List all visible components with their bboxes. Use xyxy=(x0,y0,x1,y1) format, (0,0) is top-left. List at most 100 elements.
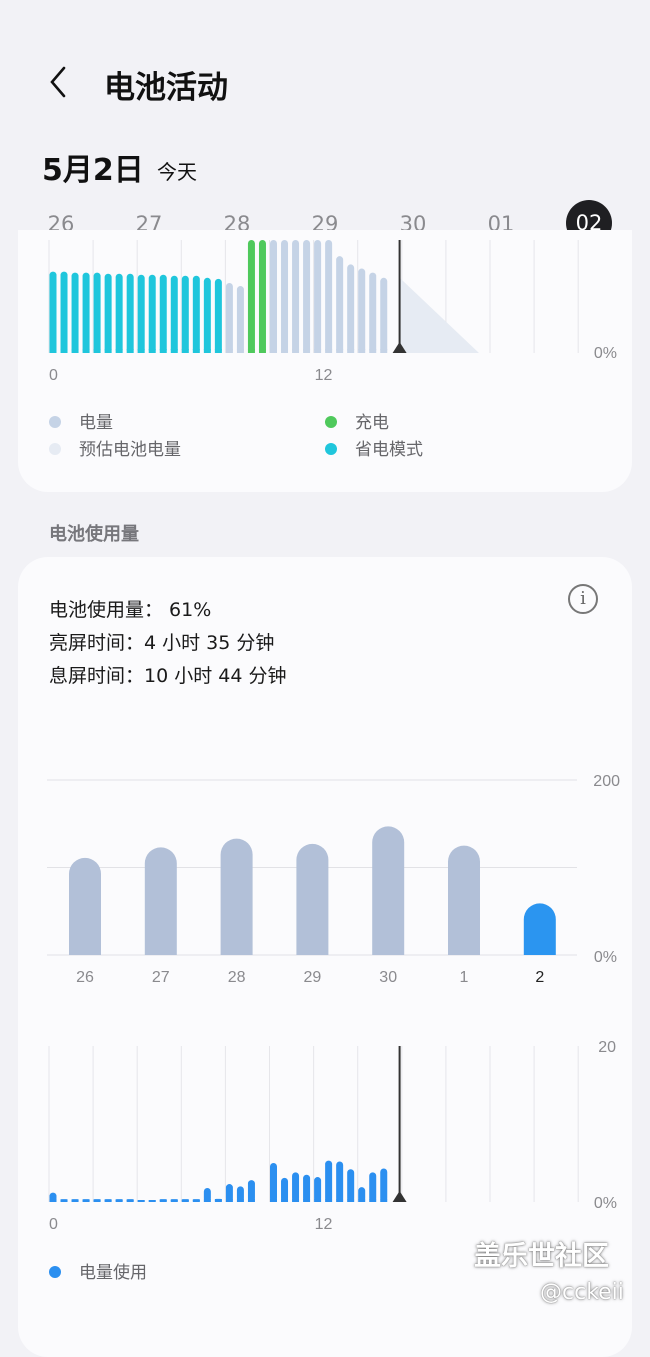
week-label-27: 27 xyxy=(152,969,170,986)
watermark-user: @cckeii xyxy=(540,1280,624,1305)
level-bar xyxy=(358,268,366,353)
legend-charging: 充电 xyxy=(325,408,389,433)
usage-bar-base xyxy=(181,1199,189,1202)
usage-bar-base xyxy=(192,1199,200,1202)
usage-bar xyxy=(314,1177,322,1202)
level-bar-base xyxy=(93,349,101,353)
level-bar xyxy=(314,240,322,353)
level-bar-base xyxy=(292,349,300,353)
screen-off-stat: 息屏时间：10 小时 44 分钟 xyxy=(49,665,287,687)
y-tick-0: 0% xyxy=(594,949,617,966)
level-bar xyxy=(93,272,101,353)
usage-bar-base xyxy=(369,1199,377,1202)
level-bar xyxy=(270,240,277,353)
level-bar xyxy=(192,275,200,353)
level-bar xyxy=(148,274,156,353)
usage-bar-base xyxy=(380,1199,388,1202)
hourly-usage-chart: 20 0% 0 12 xyxy=(48,1039,617,1233)
usage-bar xyxy=(380,1168,388,1202)
current-time-marker xyxy=(392,342,407,353)
usage-bar-base xyxy=(126,1199,134,1202)
level-bar-base xyxy=(270,349,277,353)
usage-bar-base xyxy=(60,1199,68,1202)
usage-bar-base xyxy=(281,1199,289,1202)
usage-bar-base xyxy=(325,1199,333,1202)
level-bar-base xyxy=(336,349,344,353)
selected-date: 5月2日 xyxy=(42,153,144,188)
x-label-12: 12 xyxy=(315,1216,333,1233)
page-title: 电池活动 xyxy=(104,70,228,106)
level-bar-base xyxy=(82,349,90,353)
level-bar-base xyxy=(380,349,388,353)
usage-bar-base xyxy=(115,1199,123,1202)
level-bar xyxy=(258,240,266,353)
usage-bar-base xyxy=(159,1199,167,1202)
usage-bar-base xyxy=(292,1199,300,1202)
chevron-left-icon xyxy=(50,66,66,98)
usage-bar-base xyxy=(148,1200,156,1202)
usage-bar xyxy=(236,1186,244,1202)
current-time-marker xyxy=(392,1191,407,1202)
level-bar xyxy=(104,273,112,353)
level-bar-base xyxy=(281,349,289,353)
usage-bar-base xyxy=(203,1199,211,1202)
level-bar xyxy=(336,256,344,353)
week-label-26: 26 xyxy=(76,969,94,986)
usage-bar xyxy=(247,1180,255,1202)
level-bar xyxy=(380,277,388,353)
legend-dot xyxy=(49,443,61,455)
level-bar xyxy=(159,274,167,353)
level-bar xyxy=(170,275,178,353)
level-bar-base xyxy=(314,349,322,353)
level-bar-base xyxy=(358,349,366,353)
x-label-0: 0 xyxy=(49,1216,58,1233)
level-bar-base xyxy=(347,349,355,353)
usage-bar xyxy=(347,1169,355,1202)
level-bar-base xyxy=(170,349,178,353)
usage-bar xyxy=(281,1177,289,1202)
section-title: 电池使用量 xyxy=(49,524,139,545)
usage-bar xyxy=(270,1163,277,1202)
legend-projected: 预估电池电量 xyxy=(49,435,181,460)
level-bar xyxy=(137,274,145,353)
level-bar xyxy=(281,240,289,353)
level-bar-base xyxy=(148,349,156,353)
level-bar-base xyxy=(181,349,189,353)
x-label-0: 0 xyxy=(49,367,58,384)
legend-dot xyxy=(49,416,61,428)
level-bar xyxy=(181,275,189,353)
level-bar-base xyxy=(60,349,68,353)
level-bar-base xyxy=(192,349,200,353)
level-bar-base xyxy=(225,349,233,353)
legend-dot xyxy=(325,443,337,455)
level-bar-base xyxy=(325,349,333,353)
level-bar xyxy=(49,271,57,353)
usage-bar xyxy=(358,1187,366,1202)
level-bar-base xyxy=(303,349,311,353)
legend-power-saving: 省电模式 xyxy=(325,435,423,460)
usage-bar-base xyxy=(236,1199,244,1202)
level-bar xyxy=(369,272,377,353)
week-bar-26 xyxy=(69,857,101,955)
week-label-28: 28 xyxy=(228,969,246,986)
watermark: 盖乐世社区 xyxy=(474,1241,609,1272)
week-label-1: 1 xyxy=(460,969,469,986)
usage-bar-base xyxy=(170,1199,178,1202)
level-bar xyxy=(292,240,300,353)
week-label-29: 29 xyxy=(304,969,322,986)
week-bar-2 xyxy=(523,903,556,955)
level-bar-base xyxy=(214,349,222,353)
x-label-12: 12 xyxy=(315,367,333,384)
usage-bar-base xyxy=(347,1199,355,1202)
level-bar xyxy=(115,273,123,353)
y-label-0: 0% xyxy=(594,345,617,362)
week-label-30: 30 xyxy=(379,969,397,986)
week-label-2: 2 xyxy=(535,969,544,986)
level-bar-base xyxy=(369,349,377,353)
usage-bar-base xyxy=(270,1199,277,1202)
weekly-usage-chart: 200 0% 26 27 28 29 30 1 2 xyxy=(47,773,620,986)
info-icon[interactable]: i xyxy=(568,584,598,614)
back-button[interactable] xyxy=(44,62,74,102)
usage-bar-base xyxy=(104,1199,112,1202)
level-bar-base xyxy=(236,349,244,353)
